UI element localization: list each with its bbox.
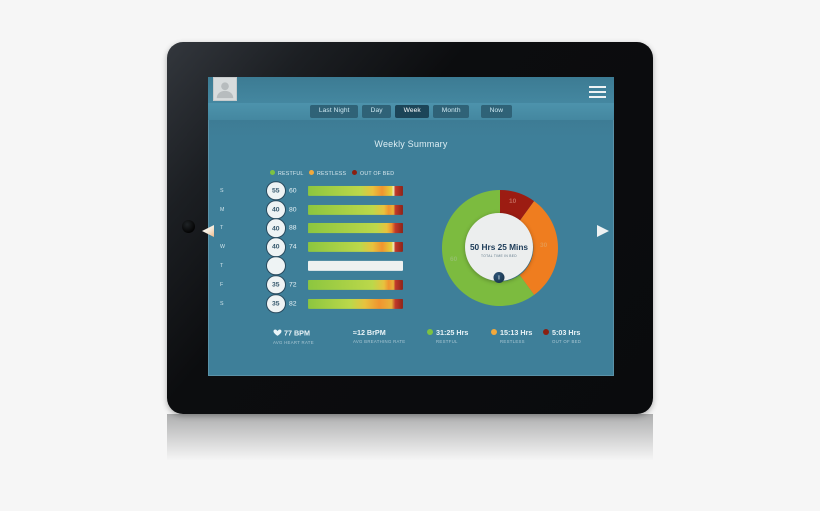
svg-text:i: i (498, 275, 500, 281)
